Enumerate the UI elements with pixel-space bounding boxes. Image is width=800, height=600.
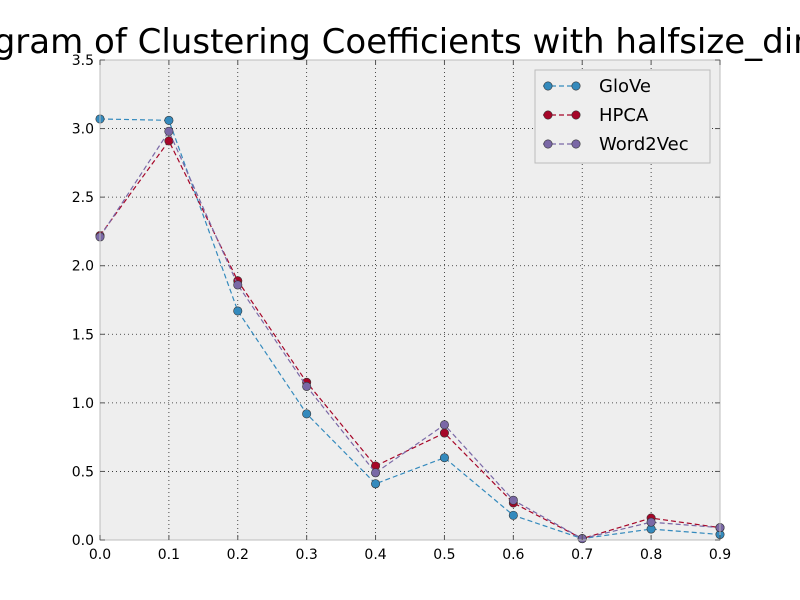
x-tick-label: 0.9: [709, 547, 731, 563]
x-tick-label: 0.0: [89, 547, 111, 563]
series-line-hpca: [99, 139, 721, 540]
legend-label-hpca: HPCA: [599, 105, 649, 126]
x-tick-label: 0.1: [158, 547, 180, 563]
data-point-glove: [508, 510, 518, 520]
y-tick-label: 1.0: [72, 396, 94, 412]
data-point-hpca: [164, 136, 174, 146]
legend-marker-word2vec: [571, 139, 581, 149]
data-point-glove: [439, 453, 449, 463]
legend-marker-hpca: [543, 110, 553, 120]
legend-label-glove: GloVe: [599, 76, 651, 97]
y-tick-label: 0.5: [72, 464, 94, 480]
legend-label-word2vec: Word2Vec: [599, 134, 689, 155]
data-point-glove: [164, 115, 174, 125]
x-tick-label: 0.7: [571, 547, 593, 563]
y-tick-label: 2.5: [72, 190, 94, 206]
y-tick-label: 0.0: [72, 533, 94, 549]
x-tick-label: 0.8: [640, 547, 662, 563]
y-tick-label: 1.5: [72, 327, 94, 343]
x-tick-label: 0.5: [433, 547, 455, 563]
y-tick-label: 3.0: [72, 122, 94, 138]
series-line-glove: [99, 118, 721, 540]
data-point-word2vec: [646, 517, 656, 527]
chart-title: gram of Clustering Coefficients with hal…: [0, 22, 800, 62]
data-point-word2vec: [508, 495, 518, 505]
data-point-glove: [302, 409, 312, 419]
y-tick-label: 3.5: [72, 53, 94, 69]
x-tick-label: 0.3: [296, 547, 318, 563]
legend-box: [534, 69, 711, 164]
data-point-word2vec: [302, 381, 312, 391]
data-point-word2vec: [371, 468, 381, 478]
x-tick-label: 0.2: [227, 547, 249, 563]
data-point-hpca: [439, 428, 449, 438]
data-point-glove: [233, 306, 243, 316]
data-point-word2vec: [439, 420, 449, 430]
x-tick-label: 0.6: [502, 547, 524, 563]
legend-marker-glove: [543, 81, 553, 91]
legend-marker-word2vec: [543, 139, 553, 149]
series-line-word2vec: [99, 130, 721, 540]
data-point-word2vec: [164, 126, 174, 136]
legend-marker-hpca: [571, 110, 581, 120]
legend-marker-glove: [571, 81, 581, 91]
plot-frame: [99, 59, 721, 541]
y-tick-label: 2.0: [72, 259, 94, 275]
legend: GloVe HPCA Word2Vec: [534, 69, 711, 164]
axis-ticks: 0.0 0.1 0.2 0.3 0.4 0.5 0.6 0.7 0.8 0.9 0.0 0.5 1.0 1…: [72, 53, 731, 563]
series-layer: [95, 114, 725, 544]
data-point-word2vec: [233, 280, 243, 290]
data-point-glove: [371, 479, 381, 489]
x-tick-label: 0.4: [364, 547, 386, 563]
